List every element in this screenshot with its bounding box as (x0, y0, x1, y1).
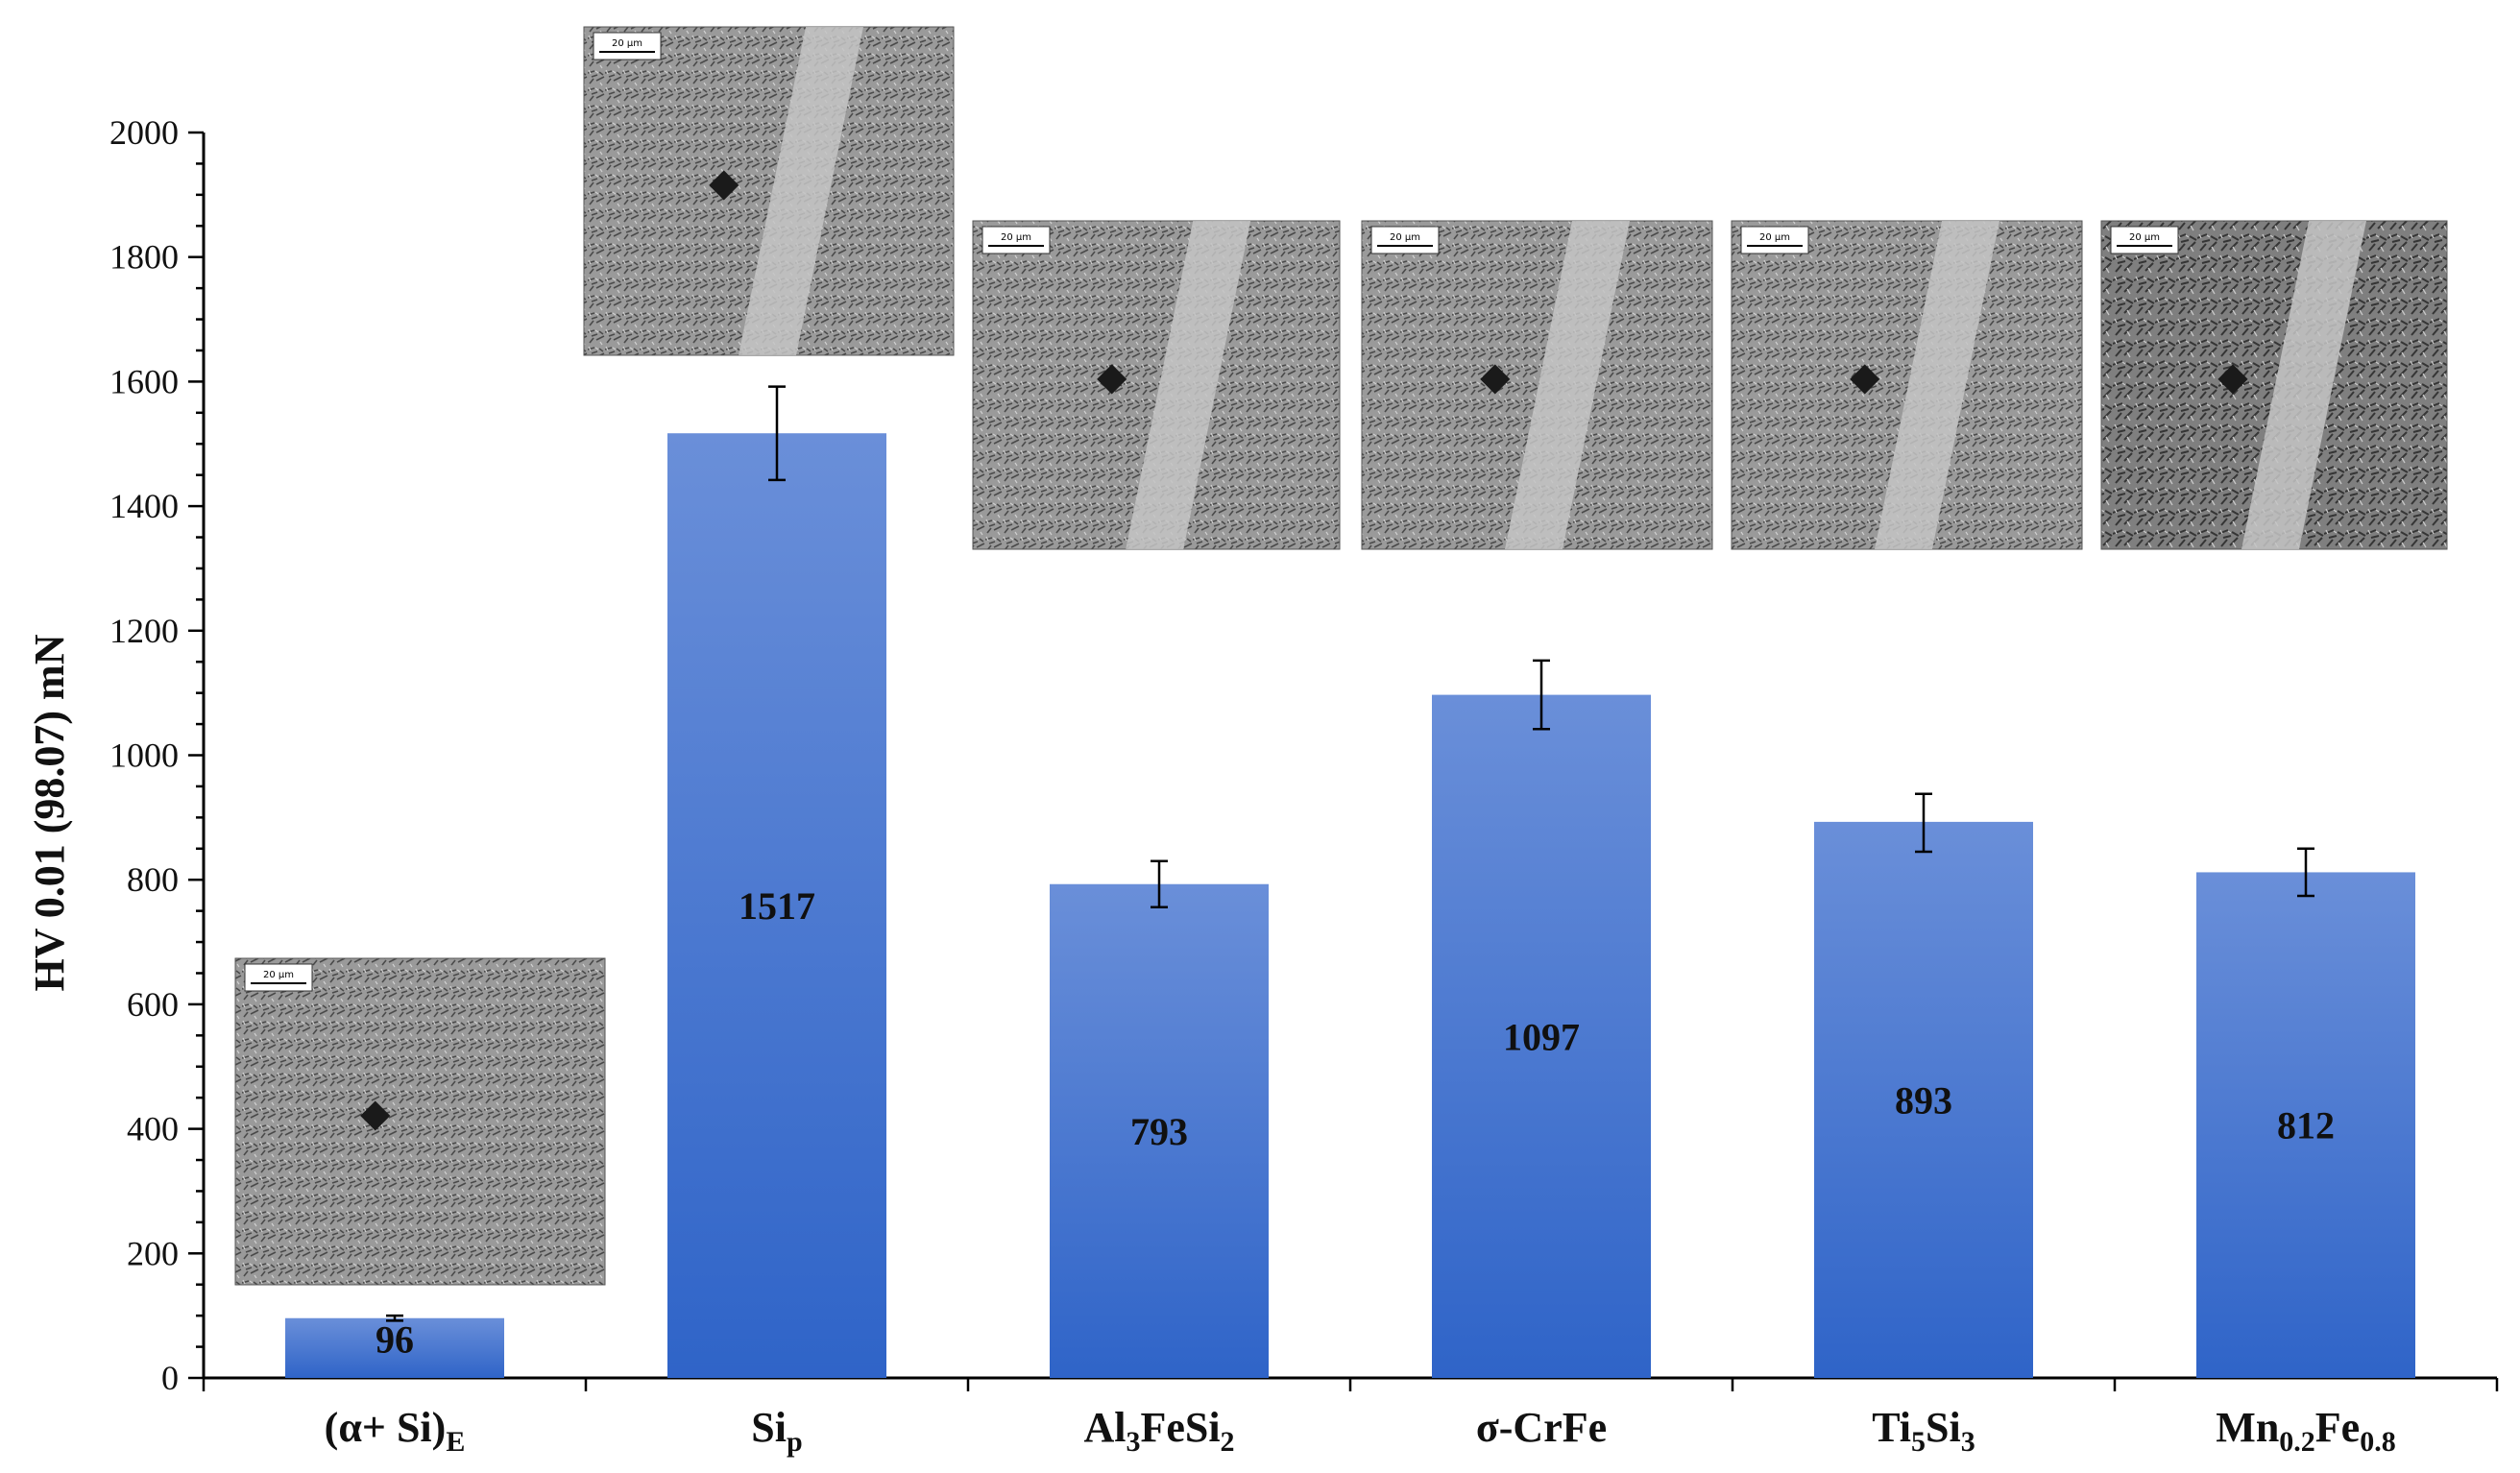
y-tick-label: 2000 (109, 113, 179, 152)
micrograph-al3fesi2: 20 µm (972, 220, 1341, 550)
y-tick-label: 0 (161, 1359, 179, 1397)
scale-bar-box (1370, 226, 1440, 254)
y-tick-label: 400 (127, 1110, 179, 1148)
scale-bar-box (593, 32, 662, 60)
bar-si-p (667, 433, 886, 1379)
indentation-mark (1097, 364, 1127, 395)
scale-bar-box (244, 963, 313, 992)
data-label-sigma-crfe: 1097 (1503, 1015, 1580, 1058)
error-bar-sigma-crfe (1533, 659, 1550, 731)
error-bar-al3fesi2 (1151, 859, 1168, 908)
data-label-al3fesi2: 793 (1130, 1110, 1188, 1153)
scale-bar-label: 20 µm (1001, 232, 1031, 243)
scale-bar-label: 20 µm (612, 38, 642, 49)
data-label-ti5si3: 893 (1895, 1078, 1952, 1122)
scale-bar-label: 20 µm (1390, 232, 1420, 243)
y-tick-label: 1600 (109, 362, 179, 400)
scale-bar-label: 20 µm (2129, 232, 2160, 243)
bar-mn02fe08 (2196, 872, 2415, 1378)
error-bar-alpha-si (386, 1314, 403, 1322)
axes: 0 200 400 600 800 1000 1200 1400 1600 1800 2000 HV … (26, 113, 2499, 1397)
y-tick-label: 600 (127, 985, 179, 1024)
y-tick-label: 200 (127, 1234, 179, 1272)
bar-al3fesi2 (1050, 883, 1269, 1378)
y-tick-label: 1000 (109, 736, 179, 775)
x-tick-label-sigma-crfe: σ-CrFe (1476, 1404, 1607, 1451)
bar-alpha-si (285, 1317, 504, 1378)
data-label-mn02fe08: 812 (2277, 1104, 2335, 1147)
bar-ti5si3 (1814, 821, 2033, 1378)
indentation-mark (1480, 364, 1511, 395)
micrograph-si-p: 20 µm (583, 26, 955, 356)
y-tick-label: 1400 (109, 487, 179, 525)
error-bar-mn02fe08 (2297, 847, 2314, 898)
indentation-mark (360, 1100, 391, 1131)
micrograph-ti5si3: 20 µm (1731, 220, 2083, 550)
scale-bar-label: 20 µm (263, 970, 294, 980)
labels: 96 (α+ Si)E 1517 Sip 793 Al3FeSi2 1097 σ-CrFe 89… (325, 884, 2396, 1458)
y-tick-label: 1800 (109, 238, 179, 277)
y-axis-title: HV 0.01 (98.07) mN (26, 634, 73, 991)
error-bar-ti5si3 (1915, 792, 1932, 854)
indentation-mark (2217, 364, 2248, 395)
micrograph-sigma-crfe: 20 µm (1361, 220, 1713, 550)
data-label-si-p: 1517 (739, 884, 815, 928)
indentation-mark (1850, 364, 1880, 395)
x-tick-label-al3fesi2: Al3FeSi2 (1083, 1404, 1234, 1458)
micrograph-mn02fe08: 20 µm (2100, 220, 2448, 550)
x-tick-label-mn02fe08: Mn0.2Fe0.8 (2216, 1404, 2395, 1458)
bars (285, 385, 2415, 1379)
micrograph-alpha-si: 20 µm (234, 957, 606, 1286)
data-label-alpha-si: 96 (376, 1318, 414, 1362)
x-tick-label-si-p: Sip (751, 1404, 802, 1458)
micrograph-insets: 20 µm 20 µm 20 µm 20 µm 20 µm 20 µm (234, 26, 2448, 1286)
scale-bar-box (981, 226, 1051, 254)
scale-bar-box (1740, 226, 1809, 254)
x-tick-label-alpha-si: (α+ Si)E (325, 1404, 466, 1458)
y-tick-label: 800 (127, 860, 179, 899)
scale-bar-box (2110, 226, 2179, 254)
y-tick-label: 1200 (109, 612, 179, 650)
error-bar-si-p (768, 385, 786, 482)
scale-bar-label: 20 µm (1759, 232, 1790, 243)
bar-sigma-crfe (1432, 694, 1651, 1378)
x-tick-label-ti5si3: Ti5Si3 (1872, 1404, 1975, 1458)
